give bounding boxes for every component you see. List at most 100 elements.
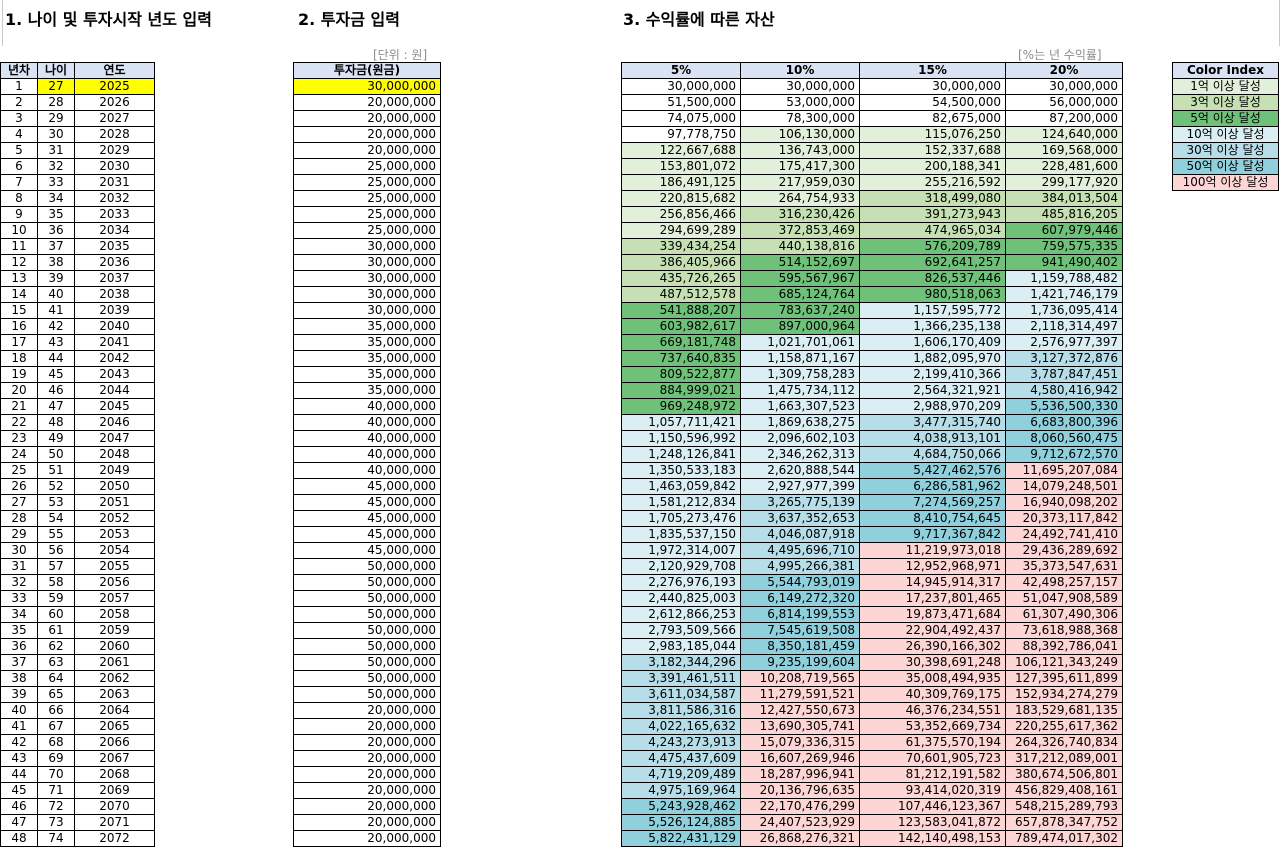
- investment-cell[interactable]: 25,000,000: [294, 207, 441, 223]
- investment-cell[interactable]: 40,000,000: [294, 463, 441, 479]
- calendar-year-cell[interactable]: 2037: [75, 271, 155, 287]
- asset-cell-15[interactable]: 2,988,970,209: [860, 399, 1006, 415]
- asset-cell-10[interactable]: 78,300,000: [741, 111, 860, 127]
- year-index-cell[interactable]: 14: [1, 287, 38, 303]
- asset-cell-20[interactable]: 61,307,490,306: [1006, 607, 1123, 623]
- asset-cell-5[interactable]: 74,075,000: [622, 111, 741, 127]
- header-investment[interactable]: 투자금(원금): [294, 63, 441, 79]
- age-cell[interactable]: 70: [38, 767, 75, 783]
- year-index-cell[interactable]: 10: [1, 223, 38, 239]
- asset-cell-20[interactable]: 51,047,908,589: [1006, 591, 1123, 607]
- investment-cell[interactable]: 50,000,000: [294, 655, 441, 671]
- age-cell[interactable]: 36: [38, 223, 75, 239]
- age-cell[interactable]: 63: [38, 655, 75, 671]
- year-index-cell[interactable]: 37: [1, 655, 38, 671]
- calendar-year-cell[interactable]: 2053: [75, 527, 155, 543]
- asset-cell-5[interactable]: 294,699,289: [622, 223, 741, 239]
- calendar-year-cell[interactable]: 2060: [75, 639, 155, 655]
- asset-cell-15[interactable]: 980,518,063: [860, 287, 1006, 303]
- calendar-year-cell[interactable]: 2059: [75, 623, 155, 639]
- asset-cell-20[interactable]: 169,568,000: [1006, 143, 1123, 159]
- asset-cell-10[interactable]: 6,149,272,320: [741, 591, 860, 607]
- asset-cell-5[interactable]: 122,667,688: [622, 143, 741, 159]
- asset-cell-20[interactable]: 2,576,977,397: [1006, 335, 1123, 351]
- asset-cell-20[interactable]: 106,121,343,249: [1006, 655, 1123, 671]
- asset-cell-10[interactable]: 1,309,758,283: [741, 367, 860, 383]
- asset-cell-20[interactable]: 14,079,248,501: [1006, 479, 1123, 495]
- year-index-cell[interactable]: 2: [1, 95, 38, 111]
- asset-cell-10[interactable]: 106,130,000: [741, 127, 860, 143]
- color-index-item[interactable]: 30억 이상 달성: [1173, 143, 1279, 159]
- asset-cell-20[interactable]: 3,127,372,876: [1006, 351, 1123, 367]
- asset-cell-20[interactable]: 127,395,611,899: [1006, 671, 1123, 687]
- age-cell[interactable]: 69: [38, 751, 75, 767]
- calendar-year-cell[interactable]: 2055: [75, 559, 155, 575]
- age-cell[interactable]: 33: [38, 175, 75, 191]
- header-rate-15[interactable]: 15%: [860, 63, 1006, 79]
- asset-cell-20[interactable]: 5,536,500,330: [1006, 399, 1123, 415]
- calendar-year-cell[interactable]: 2041: [75, 335, 155, 351]
- asset-cell-20[interactable]: 941,490,402: [1006, 255, 1123, 271]
- investment-cell[interactable]: 20,000,000: [294, 799, 441, 815]
- calendar-year-cell[interactable]: 2067: [75, 751, 155, 767]
- year-index-cell[interactable]: 9: [1, 207, 38, 223]
- investment-cell[interactable]: 20,000,000: [294, 127, 441, 143]
- asset-cell-5[interactable]: 3,391,461,511: [622, 671, 741, 687]
- calendar-year-cell[interactable]: 2046: [75, 415, 155, 431]
- investment-cell[interactable]: 50,000,000: [294, 687, 441, 703]
- header-calendar-year[interactable]: 연도: [75, 63, 155, 79]
- investment-cell[interactable]: 35,000,000: [294, 383, 441, 399]
- asset-cell-5[interactable]: 1,463,059,842: [622, 479, 741, 495]
- year-index-cell[interactable]: 34: [1, 607, 38, 623]
- investment-cell[interactable]: 25,000,000: [294, 175, 441, 191]
- calendar-year-cell[interactable]: 2054: [75, 543, 155, 559]
- asset-cell-10[interactable]: 20,136,796,635: [741, 783, 860, 799]
- age-cell[interactable]: 42: [38, 319, 75, 335]
- calendar-year-cell[interactable]: 2036: [75, 255, 155, 271]
- asset-cell-5[interactable]: 487,512,578: [622, 287, 741, 303]
- age-cell[interactable]: 74: [38, 831, 75, 847]
- age-cell[interactable]: 28: [38, 95, 75, 111]
- asset-cell-5[interactable]: 186,491,125: [622, 175, 741, 191]
- investment-cell[interactable]: 30,000,000: [294, 287, 441, 303]
- age-cell[interactable]: 35: [38, 207, 75, 223]
- asset-cell-10[interactable]: 7,545,619,508: [741, 623, 860, 639]
- asset-cell-5[interactable]: 2,120,929,708: [622, 559, 741, 575]
- calendar-year-cell[interactable]: 2051: [75, 495, 155, 511]
- asset-cell-15[interactable]: 1,157,595,772: [860, 303, 1006, 319]
- asset-cell-5[interactable]: 1,150,596,992: [622, 431, 741, 447]
- age-cell[interactable]: 47: [38, 399, 75, 415]
- age-cell[interactable]: 61: [38, 623, 75, 639]
- calendar-year-cell[interactable]: 2043: [75, 367, 155, 383]
- asset-cell-10[interactable]: 264,754,933: [741, 191, 860, 207]
- investment-cell[interactable]: 20,000,000: [294, 767, 441, 783]
- asset-cell-15[interactable]: 93,414,020,319: [860, 783, 1006, 799]
- year-index-cell[interactable]: 26: [1, 479, 38, 495]
- asset-cell-15[interactable]: 142,140,498,153: [860, 831, 1006, 847]
- year-index-cell[interactable]: 43: [1, 751, 38, 767]
- asset-cell-15[interactable]: 474,965,034: [860, 223, 1006, 239]
- year-index-cell[interactable]: 47: [1, 815, 38, 831]
- asset-cell-20[interactable]: 380,674,506,801: [1006, 767, 1123, 783]
- asset-cell-10[interactable]: 2,096,602,103: [741, 431, 860, 447]
- investment-cell[interactable]: 45,000,000: [294, 511, 441, 527]
- calendar-year-cell[interactable]: 2047: [75, 431, 155, 447]
- asset-cell-10[interactable]: 9,235,199,604: [741, 655, 860, 671]
- asset-cell-5[interactable]: 2,793,509,566: [622, 623, 741, 639]
- asset-cell-15[interactable]: 4,684,750,066: [860, 447, 1006, 463]
- investment-cell[interactable]: 50,000,000: [294, 607, 441, 623]
- year-index-cell[interactable]: 41: [1, 719, 38, 735]
- age-cell[interactable]: 40: [38, 287, 75, 303]
- age-cell[interactable]: 68: [38, 735, 75, 751]
- asset-cell-10[interactable]: 16,607,269,946: [741, 751, 860, 767]
- year-index-cell[interactable]: 29: [1, 527, 38, 543]
- year-index-cell[interactable]: 5: [1, 143, 38, 159]
- asset-cell-20[interactable]: 42,498,257,157: [1006, 575, 1123, 591]
- asset-cell-20[interactable]: 30,000,000: [1006, 79, 1123, 95]
- asset-cell-10[interactable]: 5,544,793,019: [741, 575, 860, 591]
- year-index-cell[interactable]: 25: [1, 463, 38, 479]
- asset-cell-5[interactable]: 1,581,212,834: [622, 495, 741, 511]
- age-cell[interactable]: 34: [38, 191, 75, 207]
- color-index-item[interactable]: 3억 이상 달성: [1173, 95, 1279, 111]
- investment-cell[interactable]: 20,000,000: [294, 95, 441, 111]
